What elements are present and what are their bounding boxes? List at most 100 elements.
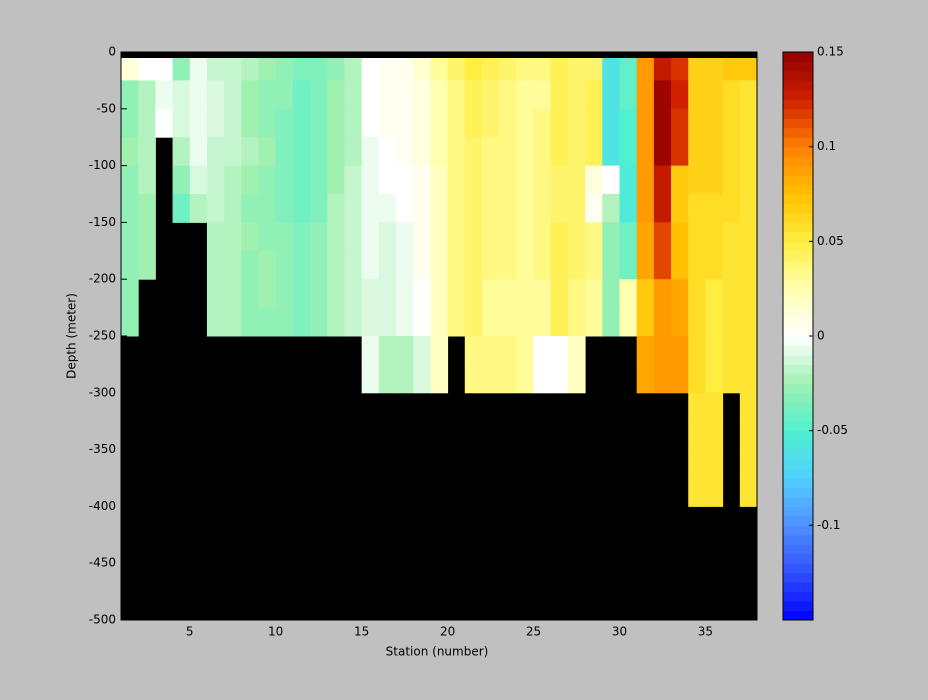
heatmap-cell [378, 364, 397, 394]
heatmap-cell [327, 222, 345, 252]
colorbar-swatch [783, 402, 813, 413]
heatmap-cell [327, 279, 345, 309]
heatmap-cell [533, 108, 552, 138]
colorbar-swatch [783, 175, 813, 186]
heatmap-cell [430, 307, 449, 337]
colorbar-swatch [783, 525, 813, 536]
colorbar-swatch [783, 610, 813, 621]
heatmap-cell [550, 52, 569, 81]
colorbar-swatch [783, 336, 813, 346]
heatmap-cell [121, 250, 139, 280]
colorbar-swatch [783, 534, 813, 545]
heatmap-cell [447, 165, 466, 195]
heatmap-cell [585, 194, 603, 223]
heatmap-cell [671, 194, 689, 223]
heatmap-cell [430, 80, 449, 110]
heatmap-cell [224, 108, 242, 138]
heatmap-cell [241, 222, 260, 252]
heatmap-cell [671, 364, 689, 394]
heatmap-cell [241, 80, 260, 110]
x-axis-label: Station (number) [386, 645, 489, 659]
heatmap-cell [138, 194, 156, 223]
heatmap-cell [121, 108, 139, 138]
heatmap-cell [241, 307, 260, 337]
heatmap-cell [413, 52, 431, 81]
heatmap-cell [292, 222, 311, 252]
heatmap-cell [550, 165, 569, 195]
heatmap-cell [550, 194, 569, 223]
heatmap-cell [619, 108, 638, 138]
heatmap-cell [292, 307, 311, 337]
heatmap-cell [481, 52, 500, 81]
heatmap-cell [413, 250, 431, 280]
heatmap-cell [206, 250, 225, 280]
heatmap-cell [705, 194, 724, 223]
heatmap-cell [464, 250, 483, 280]
heatmap-cell [292, 80, 311, 110]
heatmap-cell [567, 364, 586, 394]
heatmap-cell [653, 52, 672, 81]
heatmap-cell [464, 165, 483, 195]
heatmap-cell [516, 137, 535, 167]
heatmap-cell [327, 80, 345, 110]
colorbar-swatch [783, 260, 813, 271]
heatmap-cell [653, 137, 672, 167]
heatmap-cell [344, 165, 363, 195]
heatmap-cell [567, 194, 586, 223]
heatmap-cell [739, 421, 758, 451]
heatmap-cell [378, 137, 397, 167]
heatmap-cell [636, 80, 655, 110]
heatmap-cell [275, 307, 294, 337]
heatmap-cell [378, 307, 397, 337]
heatmap-cell [499, 165, 517, 195]
heatmap-cell [636, 194, 655, 223]
heatmap-cell [602, 250, 620, 280]
heatmap-cell [619, 137, 638, 167]
heatmap-cell [344, 194, 363, 223]
colorbar-swatch [783, 421, 813, 432]
colorbar-swatch [783, 373, 813, 384]
colorbar-tick-label: 0.15 [817, 45, 844, 59]
heatmap-cell [688, 80, 706, 110]
colorbar-swatch [783, 146, 813, 157]
heatmap-cell [567, 137, 586, 167]
heatmap-cell [464, 108, 483, 138]
colorbar-swatch [783, 118, 813, 129]
heatmap-cell [585, 250, 603, 280]
heatmap-cell [567, 80, 586, 110]
colorbar-swatch [783, 354, 813, 365]
heatmap-cell [258, 279, 277, 309]
heatmap-cell [705, 421, 724, 451]
heatmap-cell [722, 364, 741, 394]
heatmap-cell [121, 80, 139, 110]
heatmap-cell [189, 80, 208, 110]
heatmap-cell [206, 307, 225, 337]
heatmap-cell [567, 52, 586, 81]
heatmap-cell [378, 222, 397, 252]
heatmap-cell [241, 194, 260, 223]
heatmap-cell [292, 194, 311, 223]
heatmap-cell [550, 364, 569, 394]
heatmap-cell [464, 279, 483, 309]
colorbar-swatch [783, 194, 813, 204]
heatmap-cell [327, 165, 345, 195]
heatmap-cell [327, 52, 345, 81]
heatmap-cell [361, 364, 380, 394]
heatmap-cell [396, 80, 414, 110]
heatmap-cell [499, 364, 517, 394]
heatmap-cell [739, 478, 758, 507]
heatmap-cell [172, 52, 191, 81]
heatmap-cell [550, 336, 569, 365]
heatmap-cell [430, 194, 449, 223]
heatmap-cell [361, 336, 380, 365]
colorbar-swatch [783, 70, 813, 81]
heatmap-cell [275, 52, 294, 81]
heatmap-cell [602, 80, 620, 110]
heatmap-cell [567, 336, 586, 365]
heatmap-cell [447, 108, 466, 138]
heatmap-cell [292, 52, 311, 81]
heatmap-cell [585, 108, 603, 138]
heatmap-cell [121, 137, 139, 167]
heatmap-cell [499, 336, 517, 365]
heatmap-cell [567, 250, 586, 280]
